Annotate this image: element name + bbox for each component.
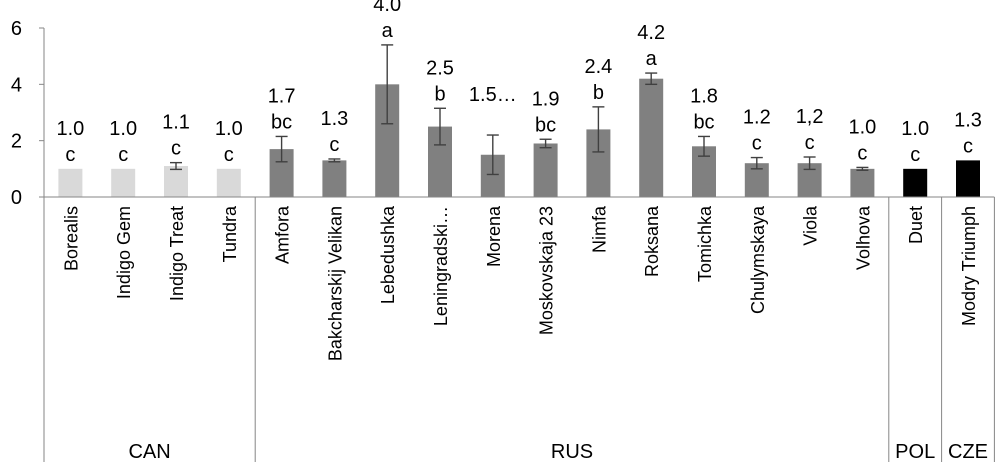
category-tick-label: Bakcharskij Velikan — [325, 206, 345, 361]
significance-letter: c — [963, 135, 973, 157]
data-label: 1.0 — [109, 118, 137, 140]
significance-letter: bc — [693, 111, 714, 133]
y-axis: 0 2 4 6 — [11, 18, 45, 209]
group-label: CZE — [948, 441, 988, 462]
category-tick-label: Modry Triumph — [959, 206, 979, 326]
bar — [58, 168, 83, 197]
bars — [58, 78, 980, 197]
value-labels: 1.0c1.0c1.1c1.0c1.7bc 1.3c4.0a2.5b 1.5… 1.9… — [56, 0, 981, 166]
significance-letter: c — [752, 133, 762, 155]
category-tick-label: Tomichka — [695, 205, 715, 282]
bar — [533, 143, 558, 197]
data-label: 2.5 — [426, 57, 454, 79]
category-tick-label: Indigo Treat — [167, 206, 187, 301]
category-tick-label: Indigo Gem — [114, 206, 134, 299]
bar — [322, 160, 347, 197]
category-tick-label: Nimfa — [589, 205, 609, 253]
data-label: 1.0 — [848, 116, 876, 138]
data-label: 1.0 — [901, 118, 929, 140]
data-label: 2.4 — [584, 56, 612, 78]
category-tick-label: Amfora — [273, 205, 293, 264]
significance-letter: c — [805, 132, 815, 154]
y-tick-label: 0 — [11, 187, 22, 209]
significance-letter: c — [910, 144, 920, 166]
data-label: 1,2 — [796, 106, 824, 128]
category-tick-label: Chulymskaya — [748, 205, 768, 314]
data-label: 1.7 — [268, 85, 296, 107]
category-tick-label: Viola — [801, 205, 821, 246]
data-label: 1.0 — [215, 118, 243, 140]
group-label: RUS — [551, 441, 593, 462]
significance-letter: a — [646, 48, 658, 70]
bar — [164, 166, 188, 197]
data-label: 4.2 — [637, 22, 665, 44]
significance-letter: a — [382, 20, 394, 42]
bar — [850, 168, 875, 197]
data-label: 1.5… — [469, 84, 517, 106]
data-label: 1.3 — [320, 108, 348, 130]
bar — [956, 160, 980, 197]
category-tick-label: Borealis — [61, 206, 81, 271]
significance-letter: bc — [271, 111, 292, 133]
data-label: 4.0 — [373, 0, 401, 16]
category-tick-label: Volhova — [853, 205, 873, 270]
significance-letter: b — [434, 83, 445, 105]
significance-letter: c — [171, 138, 181, 160]
data-label: 1.8 — [690, 85, 718, 107]
y-tick-label: 4 — [11, 74, 22, 96]
group-label: POL — [895, 441, 935, 462]
category-tick-label: Leningradski… — [431, 206, 451, 326]
category-tick-label: Moskovskaja 23 — [537, 206, 557, 335]
bar — [639, 78, 664, 197]
category-tick-label: Morena — [484, 205, 504, 267]
data-label: 1.1 — [162, 112, 190, 134]
significance-letter: b — [593, 82, 604, 104]
significance-letter: c — [65, 144, 75, 166]
significance-letter: c — [857, 142, 867, 164]
significance-letter: c — [329, 134, 339, 156]
bar — [111, 168, 136, 197]
group-label: CAN — [128, 441, 170, 462]
error-bars — [170, 44, 869, 176]
x-axis: Borealis Indigo Gem Indigo Treat Tundra Amfo… — [44, 196, 995, 361]
category-tick-label: Roksana — [642, 205, 662, 277]
y-tick-label: 2 — [11, 131, 22, 153]
bar — [903, 168, 928, 197]
category-tick-label: Lebedushka — [378, 205, 398, 304]
bar — [216, 168, 241, 197]
data-label: 1.3 — [954, 109, 982, 131]
significance-letter: c — [224, 144, 234, 166]
significance-letter: bc — [535, 114, 556, 136]
data-label: 1.9 — [532, 88, 560, 110]
data-label: 1.0 — [56, 118, 84, 140]
data-label: 1.2 — [743, 107, 771, 129]
y-tick-label: 6 — [11, 18, 22, 40]
category-tick-label: Tundra — [220, 205, 240, 262]
significance-letter: c — [118, 144, 128, 166]
group-labels: CAN RUS POL CZE — [43, 197, 995, 462]
category-tick-label: Duet — [906, 206, 926, 244]
